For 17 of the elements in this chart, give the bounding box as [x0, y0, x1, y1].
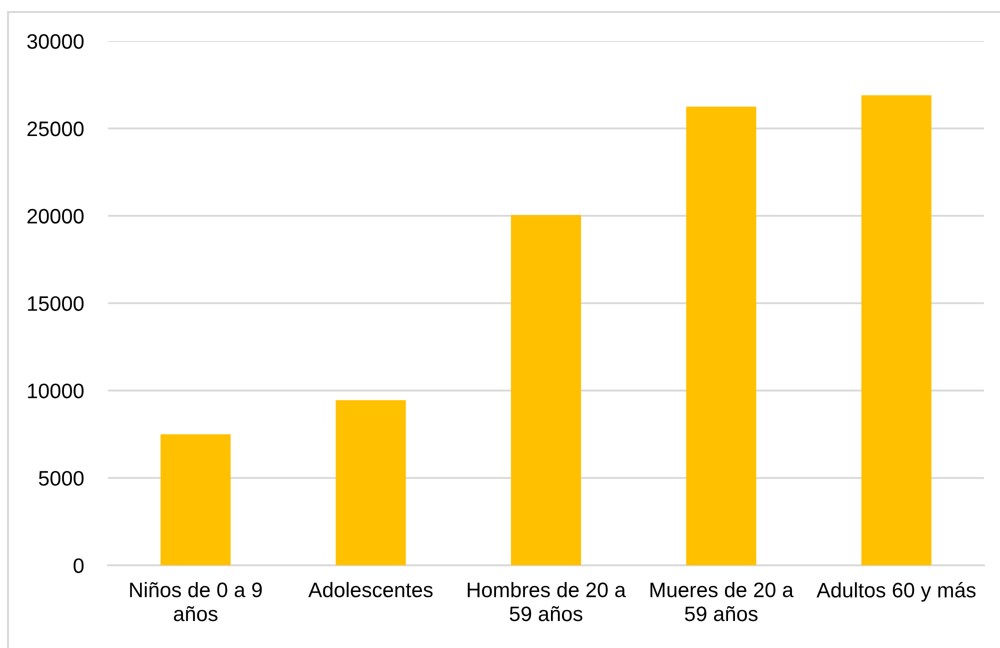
bar — [336, 400, 406, 566]
y-tick-label: 0 — [74, 558, 84, 574]
y-tick-label: 15000 — [28, 296, 84, 311]
y-tick-label: 5000 — [38, 470, 84, 486]
bar — [160, 434, 231, 566]
bar — [686, 106, 756, 566]
bar — [861, 95, 932, 566]
bar — [510, 214, 582, 566]
y-tick-label: 25000 — [28, 121, 84, 136]
x-tick-label: Adultos 60 y más — [816, 582, 976, 602]
x-tick-label: Hombres de 20 a 59 años — [468, 582, 626, 622]
y-tick-label: 30000 — [27, 34, 84, 49]
y-tick-label: 10000 — [28, 384, 84, 398]
x-tick-label: Adolescentes — [308, 582, 433, 598]
x-tick-label: Mueres de 20 a 59 años — [650, 582, 794, 622]
x-tick-label: Niños de 0 a 9 años — [130, 582, 262, 622]
y-tick-label: 20000 — [28, 208, 84, 224]
